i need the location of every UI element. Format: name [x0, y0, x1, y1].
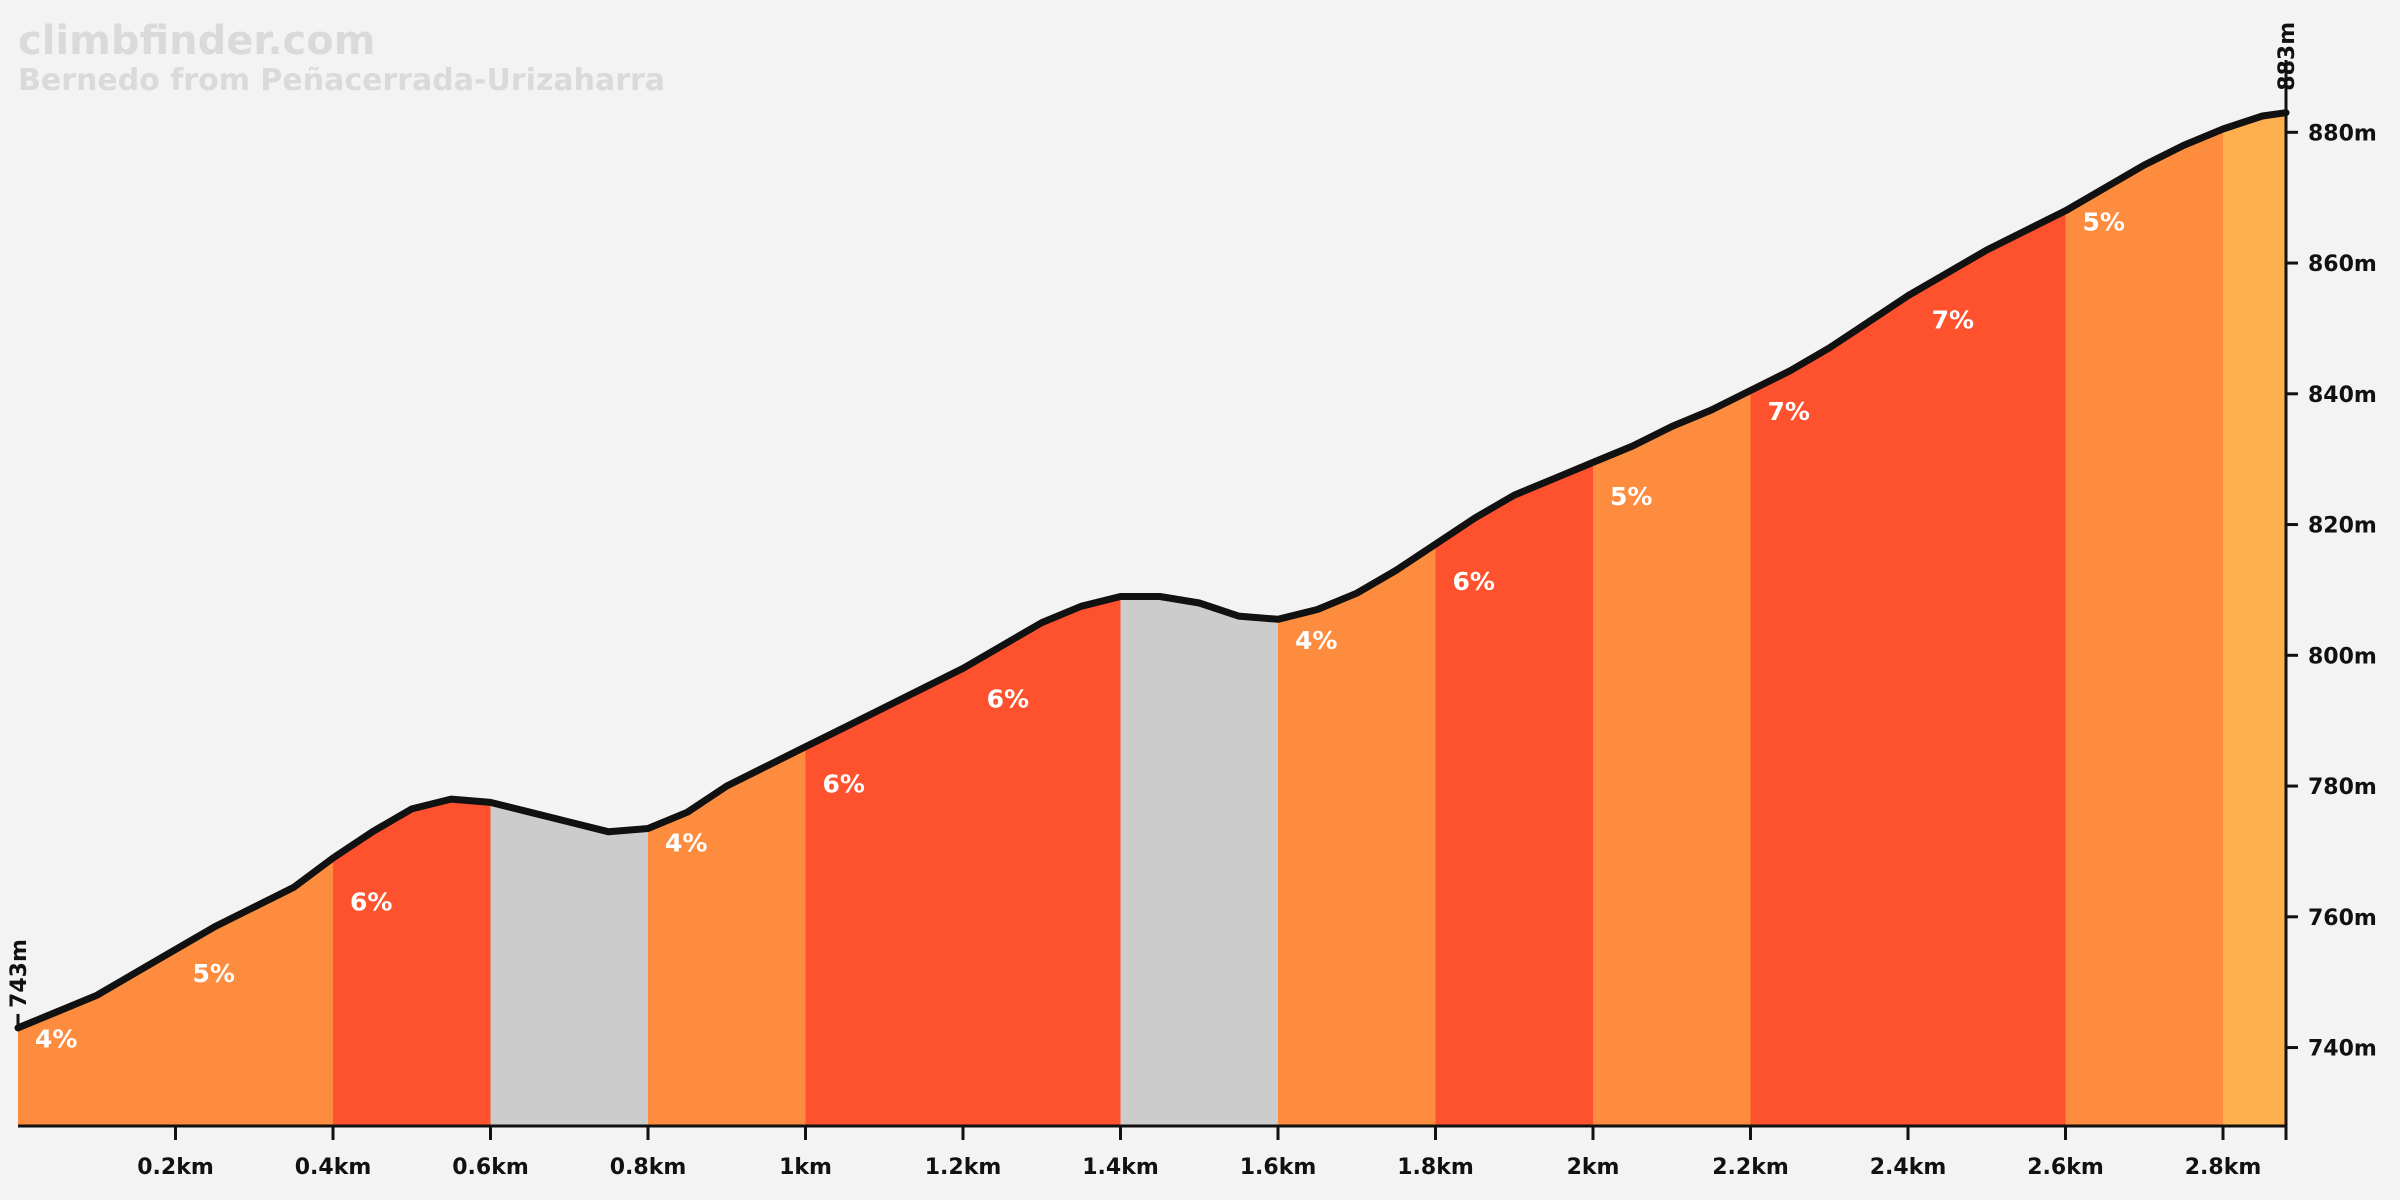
grade-segment [175, 858, 333, 1126]
x-tick-label: 0.6km [452, 1155, 529, 1180]
end-labels: 743m 883m [7, 22, 2300, 1028]
x-tick-label: 1.6km [1240, 1155, 1317, 1180]
x-tick-label: 2.8km [2185, 1155, 2262, 1180]
grade-label: 6% [823, 770, 865, 799]
y-tick-label: 860m [2308, 252, 2377, 277]
y-tick-label: 840m [2308, 383, 2377, 408]
grade-segment [648, 746, 806, 1126]
site-name: climbfinder.com [18, 18, 376, 64]
y-tick-label: 880m [2308, 121, 2377, 146]
grade-label: 6% [1453, 567, 1495, 596]
grade-label: 5% [1610, 482, 1652, 511]
grade-segment [2223, 112, 2286, 1126]
grade-label: 6% [350, 887, 392, 916]
grade-segment [333, 799, 491, 1126]
grade-labels: 4% 5% 6% 4% 6% 4% 6% 5% 7% 5% 6% 7% [35, 207, 2125, 1053]
grade-segment [2065, 129, 2223, 1126]
grade-segment [1435, 462, 1593, 1126]
grade-label: 5% [193, 959, 235, 988]
x-tick-label: 0.8km [610, 1155, 687, 1180]
grade-label: 4% [1295, 626, 1337, 655]
x-tick-label: 1.4km [1082, 1155, 1159, 1180]
x-tick-label: 0.2km [137, 1155, 214, 1180]
climb-title: Bernedo from Peñacerrada-Urizaharra [18, 63, 666, 98]
y-tick-label: 820m [2308, 514, 2377, 539]
grade-segment [1750, 210, 2066, 1127]
x-tick-label: 1.8km [1397, 1155, 1474, 1180]
y-tick-label: 800m [2308, 644, 2377, 669]
grade-segment [18, 949, 176, 1126]
x-tick-label: 2.2km [1712, 1155, 1789, 1180]
grade-segment [1593, 390, 1751, 1126]
y-tick-label: 780m [2308, 775, 2377, 800]
grade-segment [490, 802, 648, 1126]
grade-label: 7% [1768, 397, 1810, 426]
grade-segment [1278, 544, 1436, 1126]
grade-segments [18, 112, 2286, 1127]
x-tick-label: 2.4km [1870, 1155, 1947, 1180]
grade-label: 4% [35, 1025, 77, 1054]
grade-label: 6% [987, 685, 1029, 714]
end-altitude-label: 883m [2275, 22, 2300, 91]
x-tick-label: 0.4km [295, 1155, 372, 1180]
grade-segment [805, 596, 1121, 1126]
grade-label: 4% [665, 828, 707, 857]
y-tick-label: 740m [2308, 1037, 2377, 1062]
x-axis: 0.2km 0.4km 0.6km 0.8km 1km 1.2km 1.4km 1.6km 1.… [18, 1124, 2288, 1180]
y-tick-label: 760m [2308, 906, 2377, 931]
profile-line-group [14, 109, 2290, 1032]
grade-label: 7% [1932, 305, 1974, 334]
profile-line [14, 109, 2290, 1032]
grade-label: 5% [2083, 207, 2125, 236]
x-tick-label: 1km [779, 1155, 832, 1180]
start-altitude-label: 743m [7, 939, 32, 1008]
x-tick-label: 2km [1567, 1155, 1620, 1180]
y-axis: 740m 760m 780m 800m 820m 840m 860m 880m [2284, 60, 2377, 1126]
watermark: climbfinder.com Bernedo from Peñacerrada… [18, 18, 665, 98]
x-tick-label: 2.6km [2027, 1155, 2104, 1180]
grade-segment [1120, 596, 1278, 1126]
x-tick-label: 1.2km [925, 1155, 1002, 1180]
